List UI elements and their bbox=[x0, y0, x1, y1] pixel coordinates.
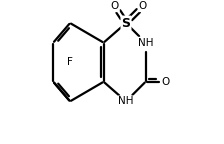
Text: O: O bbox=[139, 1, 147, 11]
Text: S: S bbox=[121, 17, 131, 30]
Text: NH: NH bbox=[138, 38, 153, 48]
Text: F: F bbox=[67, 57, 73, 67]
Text: O: O bbox=[161, 77, 169, 87]
Text: NH: NH bbox=[118, 96, 134, 106]
Text: O: O bbox=[111, 1, 119, 11]
